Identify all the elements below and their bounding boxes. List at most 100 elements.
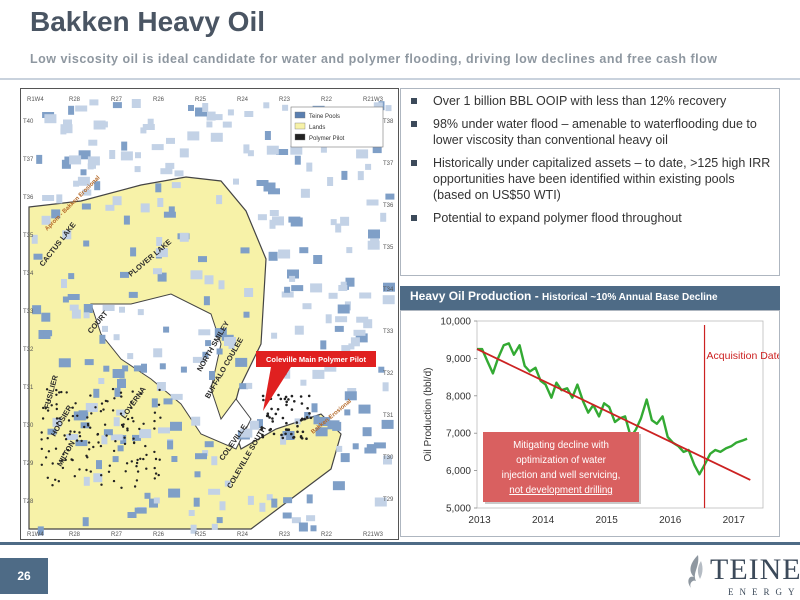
well-dot [145, 453, 148, 457]
land-parcel [69, 304, 79, 311]
well-dot [55, 403, 58, 406]
land-parcel [156, 237, 163, 246]
land-parcel [352, 443, 359, 450]
well-dot [55, 417, 59, 420]
township-label: T30 [383, 455, 394, 461]
land-parcel [134, 507, 147, 514]
well-dot [158, 388, 161, 392]
land-parcel [141, 363, 147, 373]
land-parcel [83, 240, 90, 247]
land-parcel [121, 141, 128, 151]
range-label: R21W3 [363, 532, 384, 538]
township-label: T38 [383, 119, 394, 125]
land-parcel [112, 102, 122, 109]
well-dot [296, 424, 299, 428]
land-parcel [282, 104, 289, 111]
land-parcel [204, 275, 214, 285]
map-legend-label: Polymer Pilot [309, 136, 345, 142]
production-chart: 5,000 6,000 7,000 8,000 9,000 10,000 2013 2014 2… [400, 310, 783, 537]
land-parcel [63, 119, 72, 129]
well-dot [285, 403, 288, 407]
land-parcel [69, 155, 82, 165]
land-parcel [167, 440, 174, 450]
land-parcel [368, 229, 380, 239]
pilot-callout-pointer [263, 367, 291, 411]
land-parcel [233, 178, 239, 185]
y-tick-label: 9,000 [446, 354, 471, 365]
well-dot [89, 426, 92, 429]
land-parcel [170, 393, 183, 400]
well-dot [154, 457, 158, 461]
well-dot [40, 463, 43, 466]
land-parcel [210, 132, 223, 142]
land-parcel [306, 162, 313, 172]
land-parcel [105, 204, 115, 211]
well-dot [300, 417, 304, 421]
well-dot [130, 460, 133, 463]
land-parcel [42, 195, 55, 201]
well-dot [60, 459, 63, 462]
land-parcel [218, 280, 225, 290]
land-parcel [102, 305, 115, 311]
land-parcel [33, 253, 43, 260]
land-parcel [62, 296, 69, 303]
well-dot [96, 433, 99, 436]
logo-wordmark: TEINE [710, 553, 800, 586]
land-parcel [82, 189, 92, 196]
land-parcel [373, 442, 386, 449]
range-label: R22 [321, 532, 333, 538]
well-dot [277, 393, 280, 397]
well-dot [78, 468, 81, 471]
well-dot [281, 416, 285, 420]
bullet-text: 98% under water flood – amenable to wate… [433, 117, 757, 147]
land-parcel [130, 247, 137, 257]
page-subtitle: Low viscosity oil is ideal candidate for… [30, 52, 718, 66]
land-parcel [385, 193, 395, 200]
land-parcel [281, 291, 294, 298]
well-dot [266, 414, 270, 418]
well-dot [280, 433, 283, 437]
well-dot [142, 422, 145, 425]
range-label: R24 [237, 532, 249, 538]
well-dot [157, 473, 160, 477]
well-dot [88, 448, 91, 451]
well-dot [92, 445, 95, 449]
well-dot [108, 464, 112, 467]
well-dot [112, 449, 116, 453]
well-dot [71, 406, 74, 409]
map-legend-box [290, 106, 384, 148]
well-dot [154, 472, 158, 475]
well-dot [113, 397, 116, 400]
land-parcel [163, 326, 170, 333]
land-parcel [120, 151, 133, 161]
land-parcel [140, 127, 147, 134]
key-points-panel: Over 1 billion BBL OOIP with less than 1… [400, 88, 780, 276]
well-dot [124, 470, 127, 473]
well-dot [261, 394, 265, 398]
land-parcel [310, 525, 317, 532]
land-parcel [300, 379, 307, 386]
x-tick-label: 2013 [468, 515, 491, 526]
well-dot [99, 410, 103, 413]
well-dot [126, 417, 130, 421]
land-parcel [157, 272, 167, 282]
well-dot [112, 479, 116, 483]
well-dot [67, 419, 71, 422]
land-parcel [383, 282, 395, 292]
land-parcel [62, 230, 72, 240]
land-parcel [299, 247, 309, 254]
well-dot [73, 475, 76, 478]
well-dot [131, 416, 134, 420]
land-parcel [216, 517, 223, 524]
well-dot [287, 398, 290, 401]
land-parcel [227, 109, 234, 116]
land-parcel [294, 155, 301, 165]
land-parcel [155, 248, 168, 258]
well-dot [157, 403, 161, 406]
land-parcel [344, 409, 351, 416]
land-parcel [382, 382, 389, 392]
bullet-square-icon [411, 160, 417, 166]
land-parcel [268, 188, 280, 195]
well-dot [66, 448, 70, 452]
land-parcel [335, 316, 348, 323]
